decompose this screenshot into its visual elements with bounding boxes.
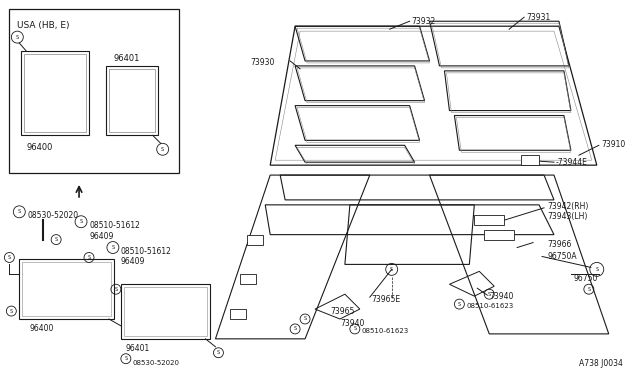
Text: 73940: 73940 [340, 319, 364, 328]
Text: 08530-52020: 08530-52020 [133, 360, 180, 366]
Text: S: S [488, 292, 491, 297]
Text: 73965E: 73965E [372, 295, 401, 304]
Text: S: S [595, 267, 598, 272]
Bar [106, 66, 157, 135]
Text: S: S [458, 302, 461, 307]
Text: 96401: 96401 [126, 344, 150, 353]
Bar [241, 274, 256, 284]
Text: 08510-61623: 08510-61623 [362, 328, 409, 334]
Text: 96409: 96409 [89, 232, 113, 241]
Text: 96400: 96400 [26, 143, 52, 152]
Bar [19, 259, 114, 319]
Text: S: S [18, 209, 21, 214]
Bar [21, 51, 89, 135]
Text: 08510-51612: 08510-51612 [89, 221, 140, 230]
Bar [10, 9, 179, 173]
Text: 96409: 96409 [121, 257, 145, 266]
Text: 73910: 73910 [602, 140, 626, 149]
Text: 96750: 96750 [574, 274, 598, 283]
Text: 73943(LH): 73943(LH) [547, 212, 588, 221]
Text: S: S [79, 219, 83, 224]
Bar [230, 309, 246, 319]
Text: S: S [10, 308, 13, 314]
Bar [247, 235, 263, 244]
Text: 73932: 73932 [412, 17, 436, 26]
Text: S: S [111, 245, 115, 250]
Bar [24, 54, 86, 132]
Text: S: S [588, 287, 590, 292]
Text: S: S [16, 35, 19, 40]
Text: S: S [390, 267, 393, 272]
Text: S: S [217, 350, 220, 355]
Text: A738 J0034: A738 J0034 [579, 359, 623, 368]
Text: 08530-52020: 08530-52020 [28, 211, 79, 220]
Text: 73942(RH): 73942(RH) [547, 202, 588, 211]
Bar [484, 230, 514, 240]
Text: S: S [8, 255, 11, 260]
Text: S: S [161, 147, 164, 152]
Bar [109, 69, 155, 132]
Text: 73940: 73940 [489, 292, 514, 301]
Bar [121, 284, 211, 339]
Text: 08510-61623: 08510-61623 [467, 303, 514, 309]
Bar [474, 215, 504, 225]
Text: -73944E: -73944E [556, 158, 588, 167]
Bar [521, 155, 539, 165]
Text: 73931: 73931 [526, 13, 550, 22]
Text: S: S [303, 317, 307, 321]
Text: S: S [88, 255, 91, 260]
Text: 73965: 73965 [330, 307, 355, 316]
Text: 73966: 73966 [547, 240, 572, 248]
Text: 73930: 73930 [250, 58, 275, 67]
Bar [22, 262, 111, 316]
Text: S: S [294, 326, 297, 331]
Text: S: S [353, 326, 356, 331]
Text: 08510-51612: 08510-51612 [121, 247, 172, 256]
Text: S: S [54, 237, 58, 242]
Bar [124, 287, 207, 336]
Text: 96401: 96401 [114, 54, 140, 63]
Text: S: S [124, 356, 127, 361]
Text: 96750A: 96750A [547, 251, 577, 260]
Text: S: S [115, 287, 118, 292]
Text: USA (HB, E): USA (HB, E) [17, 21, 70, 30]
Text: 96400: 96400 [29, 324, 54, 333]
